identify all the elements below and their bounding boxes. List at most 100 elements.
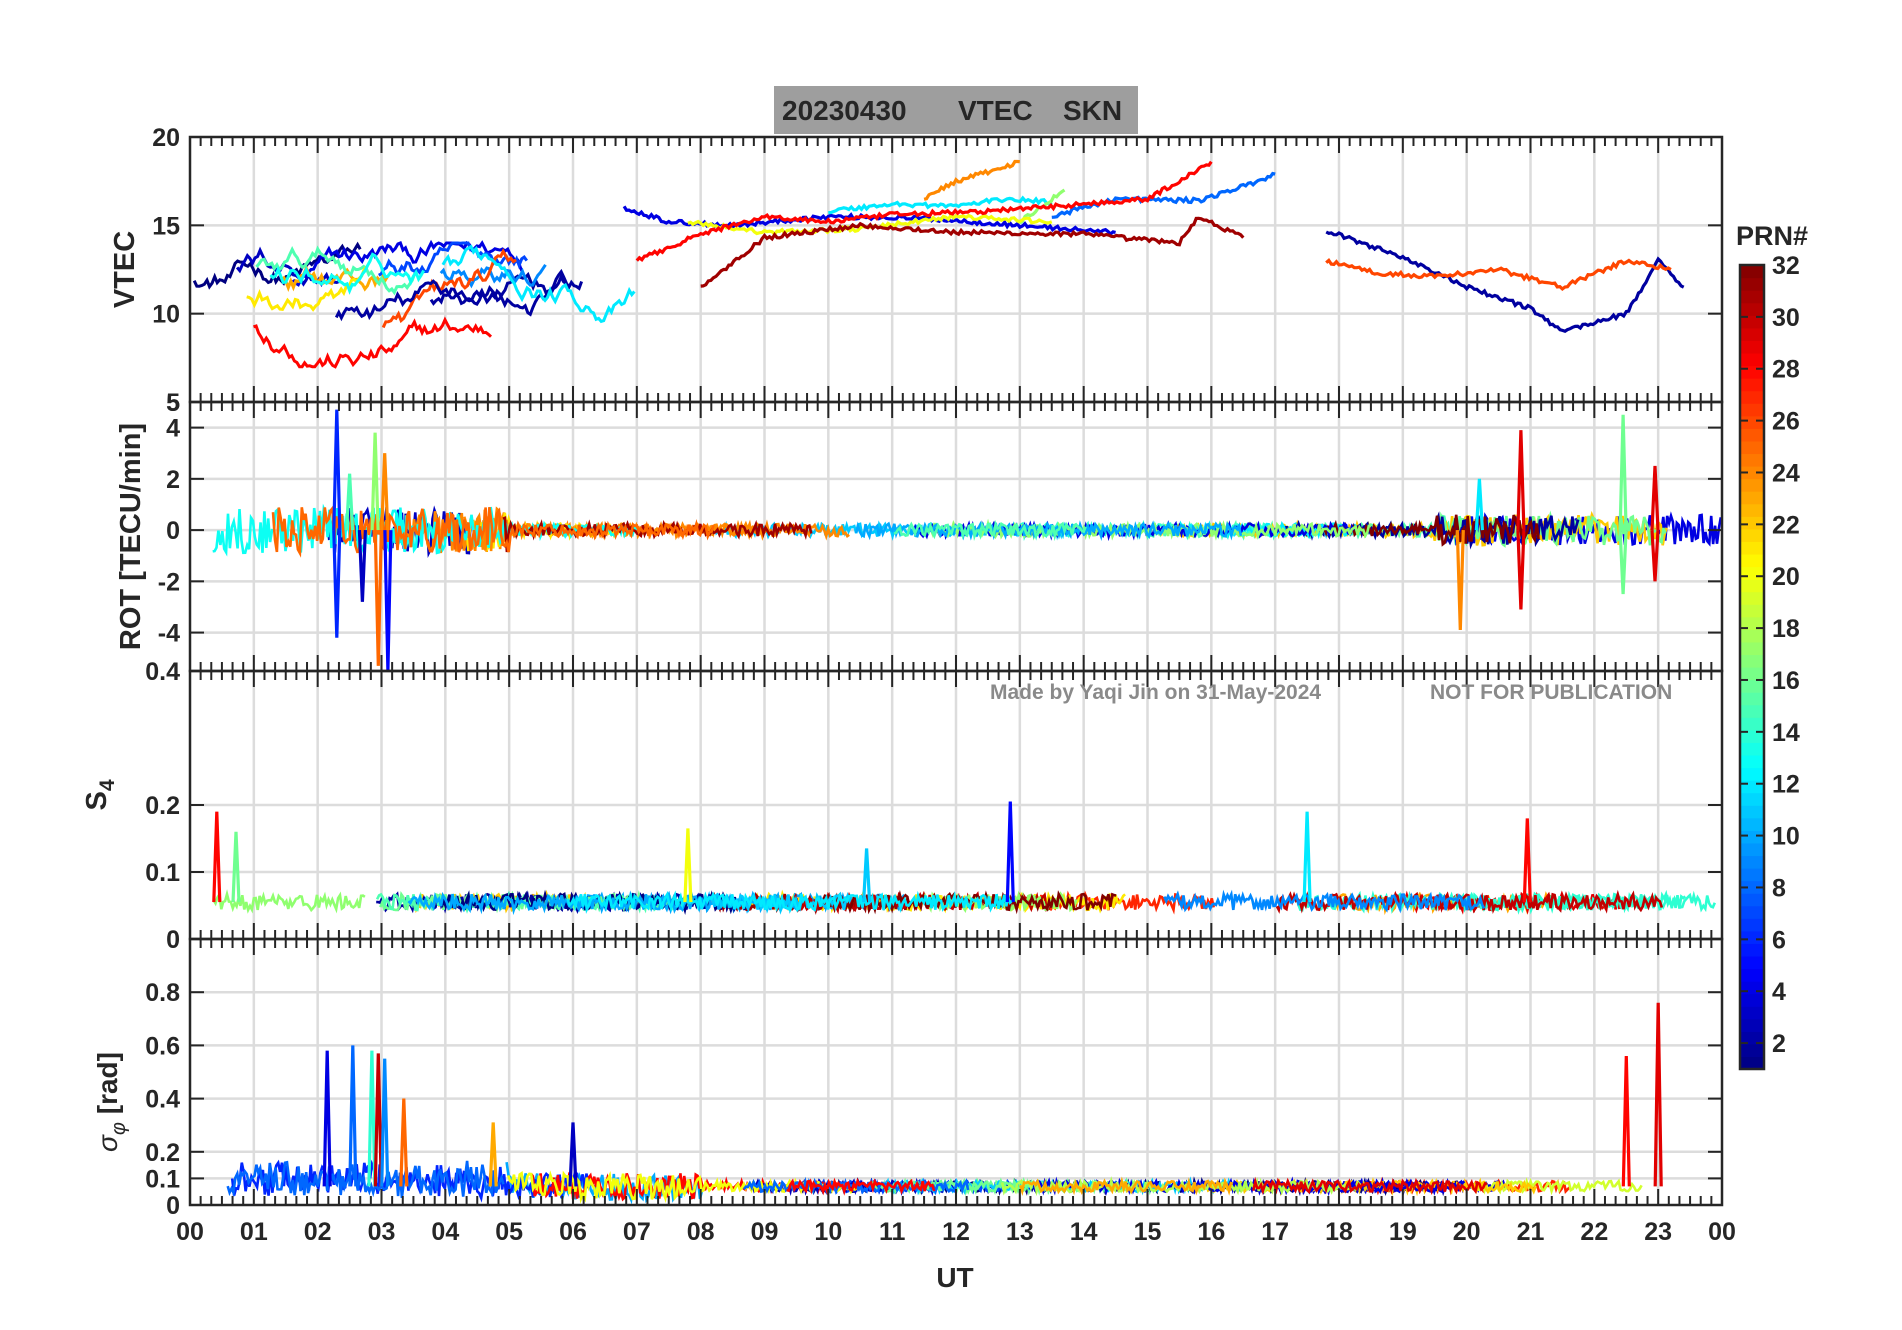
colorbar-swatch [1740,528,1764,542]
colorbar-swatch [1740,579,1764,593]
spike-prn-4 [322,1050,332,1187]
xtick-label: 10 [814,1218,842,1246]
xtick-label: 08 [687,1218,715,1246]
colorbar-swatch [1740,516,1764,530]
spike-prn-6 [332,530,342,638]
spike-prn-24 [1455,530,1465,631]
panel-4-ytick-label: 0.2 [145,1139,180,1167]
xtick-label: 20 [1453,1218,1481,1246]
xtick-label: 07 [623,1218,651,1246]
colorbar-tick-label: 8 [1772,874,1786,902]
panel-2-ytick-label: -2 [158,568,180,596]
panel-1-ytick-label: 10 [152,301,180,329]
colorbar-swatch [1740,893,1764,907]
title-box: 20230430 VTEC SKN [774,86,1138,134]
spike-prn-16 [1618,414,1628,531]
panel-4-ytick-label: 0.4 [145,1086,180,1114]
colorbar-swatch [1740,704,1764,718]
colorbar-swatch [1740,754,1764,769]
colorbar-swatch [1740,679,1764,693]
panel-3-ytick-label: 0.2 [145,792,180,820]
panel-4-grid [190,939,1722,1205]
noise-trace [1163,889,1486,914]
vtec-series-prn-12 [828,195,1053,215]
spike-prn-15 [345,473,355,531]
colorbar-tick-label: 16 [1772,667,1800,695]
vtec-series-prn-24 [923,159,1020,201]
colorbar-swatch [1740,553,1764,568]
spike-prn-25 [373,530,383,666]
panel-2-ylabel: ROT [TECU/min] [115,423,147,650]
panel-3: 0 0.1 0.2 0.4 S4 [81,658,1724,954]
colorbar-swatch [1740,265,1764,279]
colorbar-tick-label: 26 [1772,408,1800,436]
spike-prn-29 [1516,430,1526,531]
colorbar-swatch [1740,466,1764,480]
noise-trace [1252,1176,1488,1195]
vtec-noise-trace [378,241,529,277]
panel-2-ytick-label: 0 [166,517,180,545]
colorbar-swatch [1740,955,1764,970]
noise-trace [854,520,1243,542]
spike-prn-25 [399,1098,409,1187]
colorbar-swatch [1740,905,1764,919]
colorbar-tick-label: 12 [1772,771,1800,799]
spike-prn-29 [1516,530,1526,610]
colorbar-swatch [1740,717,1764,731]
noise-trace [212,889,366,914]
colorbar-swatch [1740,855,1764,869]
colorbar-swatch [1740,868,1764,882]
noise-trace [566,890,1013,914]
colorbar-swatch [1740,616,1764,630]
spike-prn-17 [370,432,380,531]
colorbar-frame [1738,263,1766,1071]
colorbar-swatch [1740,729,1764,743]
spike-prn-12 [1474,478,1484,531]
spike-prn-24 [380,453,390,531]
spike-prn-30 [373,1053,383,1187]
colorbar-swatch [1740,780,1764,794]
xtick-label: 12 [942,1218,970,1246]
colorbar-swatch [1740,378,1764,392]
colorbar-swatch [1740,654,1764,668]
panel-4-ytick-label: 0.6 [145,1032,180,1060]
xtick-label: 00 [1708,1218,1736,1246]
colorbar-swatch [1740,918,1764,932]
xtick-label: 19 [1389,1218,1417,1246]
vtec-noise-trace [441,244,636,324]
colorbar-tick-label: 32 [1772,252,1800,280]
colorbar-label: PRN# [1736,221,1808,251]
colorbar-swatch [1740,478,1764,492]
vtec-series-prn-26 [1325,257,1672,291]
colorbar-swatch [1740,1018,1764,1032]
colorbar-swatch [1740,767,1764,781]
xtick-label: 23 [1644,1218,1672,1246]
spike-prn-8 [348,1045,358,1187]
spike-prn-29 [1650,530,1660,582]
noise-trace [786,1177,936,1196]
colorbar-swatch [1740,491,1764,505]
panel-3-ytick-label: 0.1 [145,859,180,887]
colorbar-swatch [1740,277,1764,291]
xtick-label: 15 [1134,1218,1162,1246]
colorbar-tick-label: 6 [1772,926,1786,954]
spike-prn-14 [367,1050,377,1187]
colorbar-swatch [1740,805,1764,819]
spike-prn-5 [383,530,393,671]
noise-trace [893,519,1087,542]
noise-trace [1019,1176,1234,1197]
xtick-label: 11 [879,1218,906,1246]
colorbar-swatch [1740,604,1764,618]
title-station: SKN [1063,95,1122,126]
panel-1-ytick-label: 15 [152,212,180,240]
colorbar-swatch [1740,428,1764,442]
panel-3-grid [190,671,1722,939]
title-date: 20230430 [782,95,907,126]
watermark-author: Made by Yaqi Jin on 31-May-2024 [990,681,1321,704]
spike-prn-3 [568,1122,578,1187]
xtick-label: 04 [431,1218,459,1246]
colorbar-swatch [1740,315,1764,329]
panel-4-ytick-label: 0 [166,1192,180,1220]
spike-prn-28 [1522,818,1532,903]
xtick-label: 22 [1580,1218,1608,1246]
